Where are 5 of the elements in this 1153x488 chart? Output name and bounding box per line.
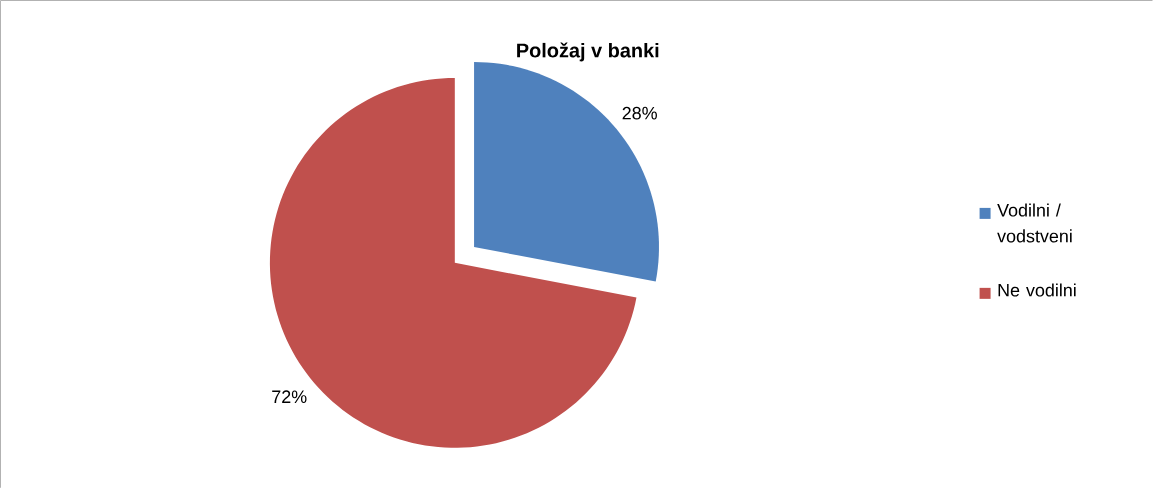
chart-title: Položaj v banki <box>517 42 659 62</box>
data-label: 28% <box>622 106 657 120</box>
legend-label: Ne vodilni <box>998 283 1076 297</box>
legend-label: Vodilni / vodstveni <box>997 203 1072 243</box>
data-label: 72% <box>272 390 307 403</box>
